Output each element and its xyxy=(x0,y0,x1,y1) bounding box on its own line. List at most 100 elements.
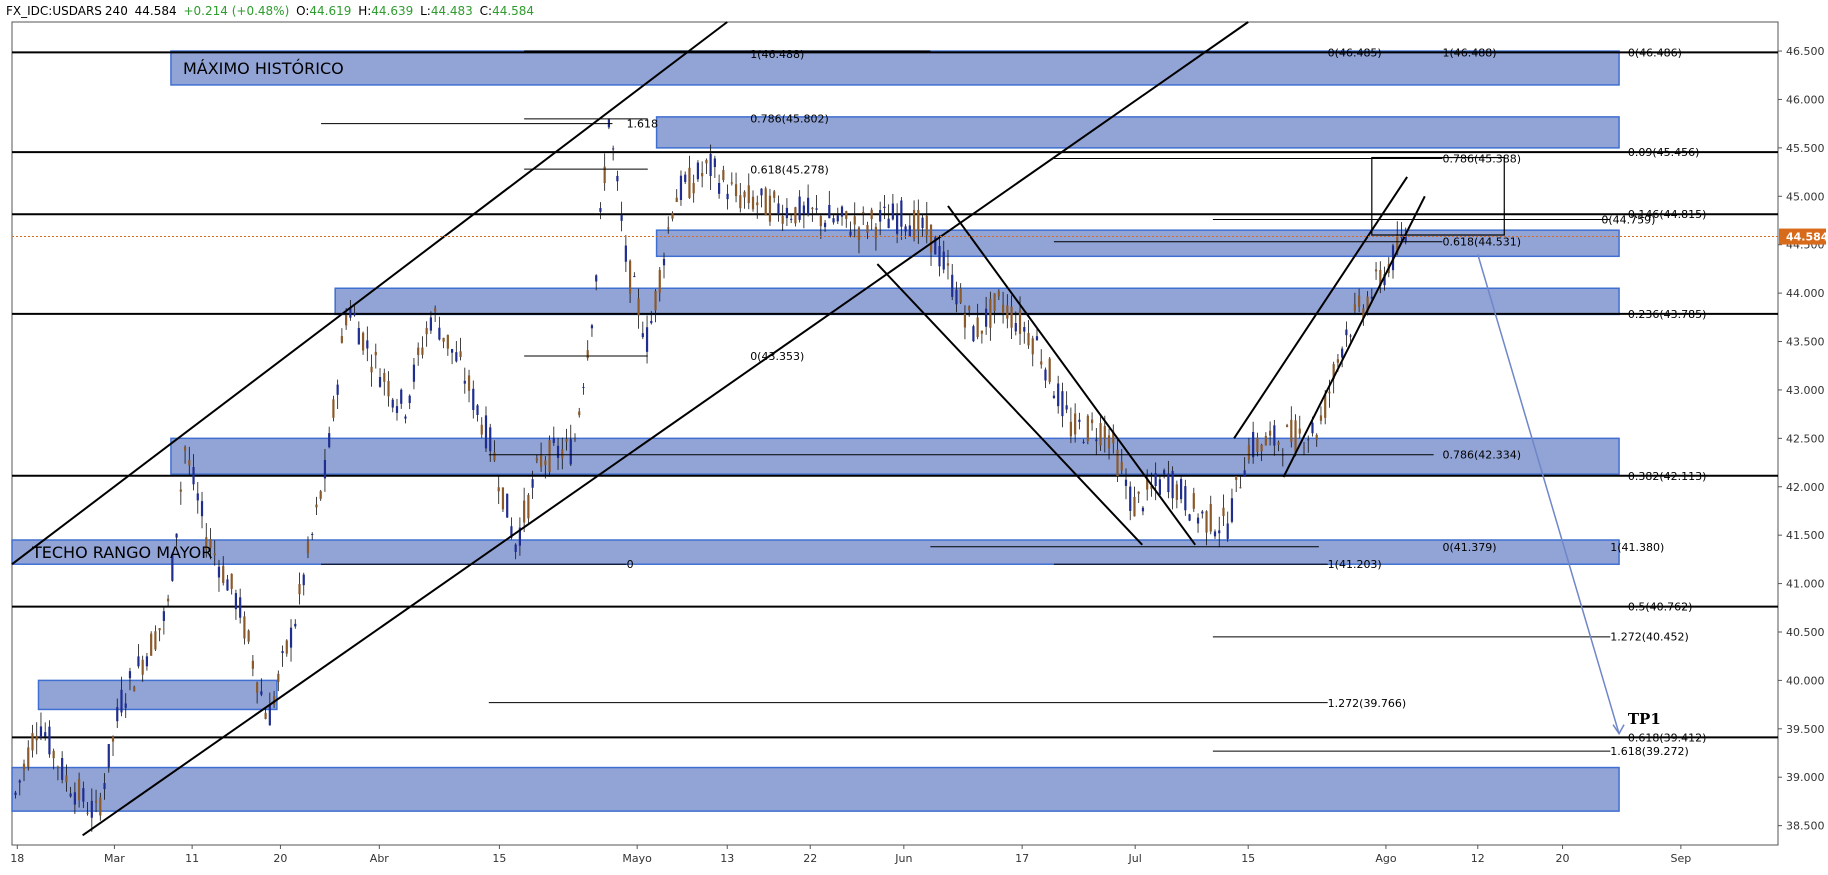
trend-line-5 xyxy=(1282,195,1426,478)
y-tick-label: 41.500 xyxy=(1786,529,1825,542)
candle-body xyxy=(133,686,136,692)
candle-body xyxy=(196,493,199,501)
candle-body xyxy=(1052,395,1056,399)
projection-arrowhead xyxy=(1612,724,1625,736)
y-tick-label: 45.000 xyxy=(1786,190,1825,203)
candle-body xyxy=(1307,439,1310,441)
candle-body xyxy=(1294,420,1297,452)
candle-body xyxy=(1069,421,1072,437)
projection-arrow xyxy=(1477,254,1620,734)
candle-body xyxy=(701,173,704,177)
candle-body xyxy=(1141,507,1145,512)
candle-body xyxy=(590,325,594,329)
candle-body xyxy=(985,308,988,327)
candle-body xyxy=(1154,473,1157,487)
candle-body xyxy=(442,337,445,342)
candle-body xyxy=(510,526,513,538)
candle-body xyxy=(807,197,810,215)
candle-body xyxy=(374,351,377,356)
candle-body xyxy=(90,800,93,818)
candle-body xyxy=(1379,269,1382,286)
candle-body xyxy=(946,263,950,266)
x-tick-label: 15 xyxy=(492,852,506,865)
candle-body xyxy=(370,366,373,373)
candle-body xyxy=(518,527,522,546)
candle-body xyxy=(531,479,534,488)
candle-body xyxy=(645,327,649,352)
candle-body xyxy=(1370,296,1373,299)
fib-label: 0.618(44.531) xyxy=(1442,236,1521,249)
candle-body xyxy=(1298,428,1301,434)
candle-body xyxy=(230,573,233,589)
fib-label: 0.09(45.456) xyxy=(1628,146,1700,159)
candle-body xyxy=(1218,530,1221,534)
candle-body xyxy=(116,707,119,722)
candle-body xyxy=(493,452,496,461)
candle-body xyxy=(1332,364,1335,380)
candle-body xyxy=(18,780,21,783)
candle-body xyxy=(103,783,106,790)
candle-body xyxy=(1230,498,1234,522)
candle-body xyxy=(624,245,627,262)
candle-body xyxy=(1065,405,1068,410)
fib-label: 0.382(42.113) xyxy=(1628,470,1707,483)
candle-body xyxy=(429,317,432,331)
candle-body xyxy=(578,411,581,416)
candle-body xyxy=(1328,391,1331,394)
candle-body xyxy=(234,593,238,610)
x-tick-label: Abr xyxy=(370,852,390,865)
candle-body xyxy=(658,269,661,293)
candle-body xyxy=(976,317,979,338)
candle-body xyxy=(641,333,644,338)
candle-body xyxy=(790,218,793,220)
fib-label: 0 xyxy=(627,558,634,571)
candle-body xyxy=(183,447,187,451)
candle-body xyxy=(934,237,937,255)
fib-label: 1(46.488) xyxy=(750,48,804,61)
candle-body xyxy=(760,188,763,196)
candle-body xyxy=(671,212,674,219)
candle-body xyxy=(751,196,755,210)
candle-body xyxy=(565,438,568,442)
candle-body xyxy=(239,597,242,618)
candle-body xyxy=(1366,296,1369,312)
candle-body xyxy=(366,340,369,349)
symbol-name[interactable]: FX_IDC:USDARS xyxy=(6,4,102,18)
fib-label: 0(41.379) xyxy=(1442,541,1496,554)
x-tick-label: 20 xyxy=(1556,852,1570,865)
candle-body xyxy=(718,182,721,194)
candle-body xyxy=(357,328,360,345)
candle-body xyxy=(421,347,424,355)
candle-body xyxy=(828,204,831,219)
candle-body xyxy=(1252,431,1255,458)
candle-body xyxy=(1035,336,1039,341)
candle-body xyxy=(612,148,615,150)
candle-body xyxy=(938,245,941,267)
candle-body xyxy=(811,207,814,210)
candle-body xyxy=(1103,426,1106,440)
interval-label[interactable]: 240 xyxy=(104,4,128,18)
x-tick-label: Ago xyxy=(1375,852,1397,865)
candle-body xyxy=(1349,335,1352,337)
candle-body xyxy=(874,226,878,239)
fib-label: 0.786(45.388) xyxy=(1442,153,1521,166)
candle-body xyxy=(904,226,907,232)
candle-body xyxy=(1213,531,1217,537)
fib-label: 1(46.488) xyxy=(1442,46,1496,59)
candle-body xyxy=(743,191,746,198)
x-tick-label: 13 xyxy=(720,852,734,865)
candle-body xyxy=(730,182,733,184)
candle-body xyxy=(391,399,394,408)
candle-body xyxy=(1086,415,1089,442)
candle-body xyxy=(989,298,992,328)
low-value: 44.483 xyxy=(430,4,473,18)
candle-body xyxy=(832,218,835,223)
candle-body xyxy=(1311,422,1314,434)
fib-label: 0.5(40.762) xyxy=(1628,601,1693,614)
candles-group xyxy=(14,118,1407,832)
candle-body xyxy=(27,747,30,768)
candle-body xyxy=(1163,470,1166,475)
candle-body xyxy=(1209,504,1212,532)
candle-body xyxy=(942,251,945,270)
